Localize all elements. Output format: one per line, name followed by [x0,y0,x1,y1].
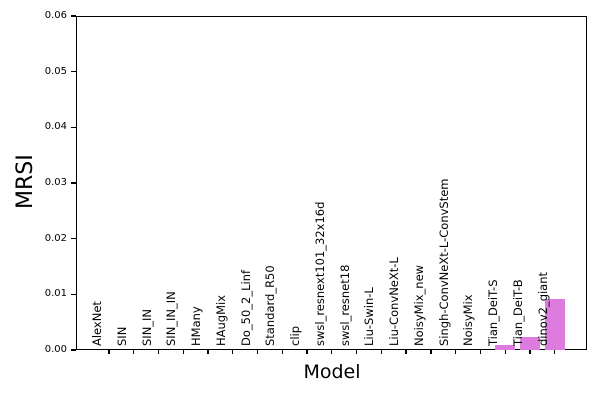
x-tick [454,350,457,354]
x-tick-label: HMany [189,306,204,346]
x-tick-label: Liu-Swin-L [362,287,377,346]
x-tick [430,350,432,354]
y-tick-label: 0.05 [44,65,67,77]
y-tick-label: 0.01 [44,288,67,300]
x-tick [108,350,110,354]
x-tick [529,350,531,354]
x-tick [380,350,382,354]
x-tick-label: NoisyMix_new [411,264,426,346]
x-tick-label: SIN [114,326,129,346]
x-tick-label: Liu-ConvNeXt-L [387,257,402,346]
x-tick-label: Tian_DeiT-S [486,279,501,347]
x-tick-label: NoisyMix [461,294,476,346]
y-tick [71,126,76,128]
x-tick-label: swsl_resnext101_32x16d [312,201,327,346]
x-tick-label: clip [288,325,303,346]
x-tick-label: Tian_DeiT-B [510,279,525,346]
y-tick-label: 0.04 [44,121,67,133]
x-tick [504,350,506,354]
y-tick-label: 0.06 [44,10,67,21]
x-tick [479,350,482,354]
x-tick-label: HAugMix [213,294,228,346]
x-tick [554,350,556,354]
y-tick [71,15,76,17]
x-tick [306,350,308,354]
y-tick-label: 0.00 [44,344,67,355]
x-tick [232,350,234,354]
y-tick [71,238,76,240]
plot-area [76,16,587,350]
x-tick-label: SIN_IN [139,308,154,346]
y-axis-title: MRSI [13,154,38,209]
x-axis-title: Model [303,361,361,383]
x-tick-label: SIN_IN_IN [164,291,179,346]
x-tick-label: Singh-ConvNeXt-L-ConvStem [436,178,451,347]
x-tick-label: dinov2_giant [535,271,550,346]
x-tick [331,350,333,354]
x-tick [405,350,407,354]
bar [495,345,516,350]
y-tick-label: 0.02 [44,232,67,244]
x-tick [157,350,160,354]
y-tick [71,71,76,73]
x-tick [182,350,184,354]
x-tick [133,350,135,354]
y-tick [71,349,76,351]
y-tick [71,293,76,295]
x-tick [355,350,358,354]
y-tick-label: 0.03 [44,177,67,188]
bar [544,299,565,350]
x-tick [256,350,259,354]
x-tick [207,350,209,354]
x-tick [281,350,283,354]
x-tick-label: Do_50_2_Linf [238,269,253,346]
bar [519,337,540,350]
x-tick-label: AlexNet [90,301,104,346]
x-tick-label: swsl_resnet18 [337,264,352,346]
y-tick [71,182,76,184]
x-tick-label: Standard_R50 [263,265,278,346]
